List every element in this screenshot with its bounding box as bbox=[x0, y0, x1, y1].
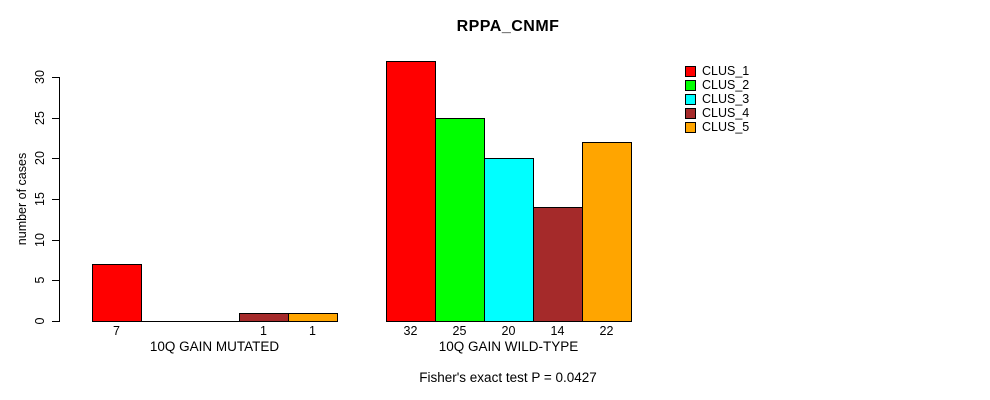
legend-item-clus_5: CLUS_5 bbox=[685, 120, 749, 134]
legend-swatch-icon bbox=[685, 93, 696, 105]
y-tick-mark bbox=[52, 77, 59, 78]
bar-clus_1-group2 bbox=[386, 60, 436, 322]
bar-value-label: 7 bbox=[113, 324, 120, 338]
y-tick-mark bbox=[52, 117, 59, 119]
legend-swatch-icon bbox=[685, 80, 696, 92]
y-tick-mark bbox=[52, 280, 59, 282]
legend-item-clus_2: CLUS_2 bbox=[685, 79, 749, 93]
legend-label: CLUS_2 bbox=[702, 78, 750, 93]
bar-value-label: 14 bbox=[550, 324, 565, 338]
y-tick-label: 25 bbox=[33, 110, 47, 125]
legend-swatch-icon bbox=[685, 121, 696, 133]
footnote-fisher-test: Fisher's exact test P = 0.0427 bbox=[419, 370, 597, 385]
bar-value-label: 1 bbox=[309, 324, 316, 338]
category-label-wild-type: 10Q GAIN WILD-TYPE bbox=[438, 339, 579, 354]
bar-value-label: 22 bbox=[599, 324, 614, 338]
y-tick-mark bbox=[52, 239, 59, 241]
y-tick-label: 15 bbox=[33, 192, 47, 206]
bar-clus_4-group2 bbox=[533, 207, 583, 322]
chart-title: RPPA_CNMF bbox=[456, 18, 560, 35]
y-tick-label: 30 bbox=[33, 70, 47, 84]
y-tick-mark bbox=[52, 321, 59, 322]
bar-clus_4-group1 bbox=[239, 312, 289, 322]
legend-label: CLUS_4 bbox=[702, 105, 750, 120]
bar-clus_1-group1 bbox=[92, 264, 142, 322]
bar-value-label: 20 bbox=[501, 324, 516, 338]
y-tick-label: 20 bbox=[33, 151, 47, 166]
bar-value-label: 32 bbox=[403, 324, 418, 338]
y-tick-label: 5 bbox=[33, 276, 47, 284]
y-axis-label: number of cases bbox=[15, 152, 29, 246]
legend-swatch-icon bbox=[685, 66, 696, 78]
y-tick-label: 0 bbox=[33, 317, 47, 325]
legend-swatch-icon bbox=[685, 107, 696, 119]
legend: CLUS_1 CLUS_2 CLUS_3 CLUS_4 CLUS_5 bbox=[685, 65, 749, 134]
y-tick-mark bbox=[52, 199, 59, 200]
legend-item-clus_3: CLUS_3 bbox=[685, 91, 750, 107]
bar-value-label: 25 bbox=[452, 324, 467, 338]
zero-baseline bbox=[92, 321, 338, 322]
category-label-mutated: 10Q GAIN MUTATED bbox=[149, 339, 280, 354]
legend-item-clus_4: CLUS_4 bbox=[685, 106, 749, 120]
legend-label: CLUS_3 bbox=[702, 91, 750, 106]
y-tick-mark bbox=[52, 158, 59, 160]
bar-clus_5-group2 bbox=[582, 142, 632, 322]
y-tick-label: 10 bbox=[33, 232, 47, 247]
bar-clus_2-group2 bbox=[435, 117, 485, 322]
legend-label: CLUS_5 bbox=[702, 119, 750, 134]
bar-clus_3-group2 bbox=[484, 158, 534, 322]
y-axis-line bbox=[59, 77, 60, 322]
legend-item-clus_1: CLUS_1 bbox=[685, 65, 749, 79]
legend-label: CLUS_1 bbox=[702, 64, 750, 79]
bar-value-label: 1 bbox=[260, 324, 267, 338]
bar-clus_5-group1 bbox=[288, 312, 338, 322]
